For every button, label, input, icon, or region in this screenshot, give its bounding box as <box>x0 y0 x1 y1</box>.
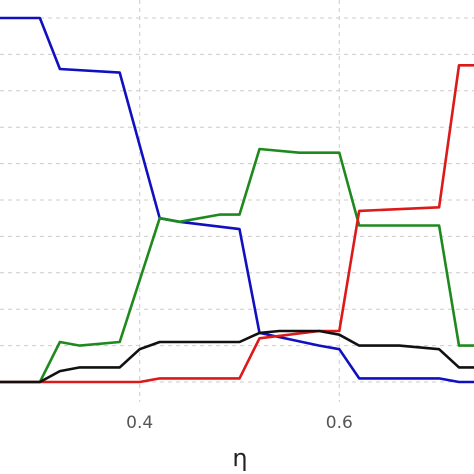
x-tick-labels: 0.4 0.6 <box>126 413 353 433</box>
series-line-3 <box>0 64 474 384</box>
x-tick-label: 0.4 <box>126 413 153 433</box>
x-axis-title: η <box>232 444 247 472</box>
series-line-2 <box>0 147 474 384</box>
x-tick-label: 0.6 <box>326 413 353 433</box>
series-line-4 <box>0 329 474 384</box>
series-line-1 <box>0 16 474 384</box>
series-lines <box>0 16 474 384</box>
